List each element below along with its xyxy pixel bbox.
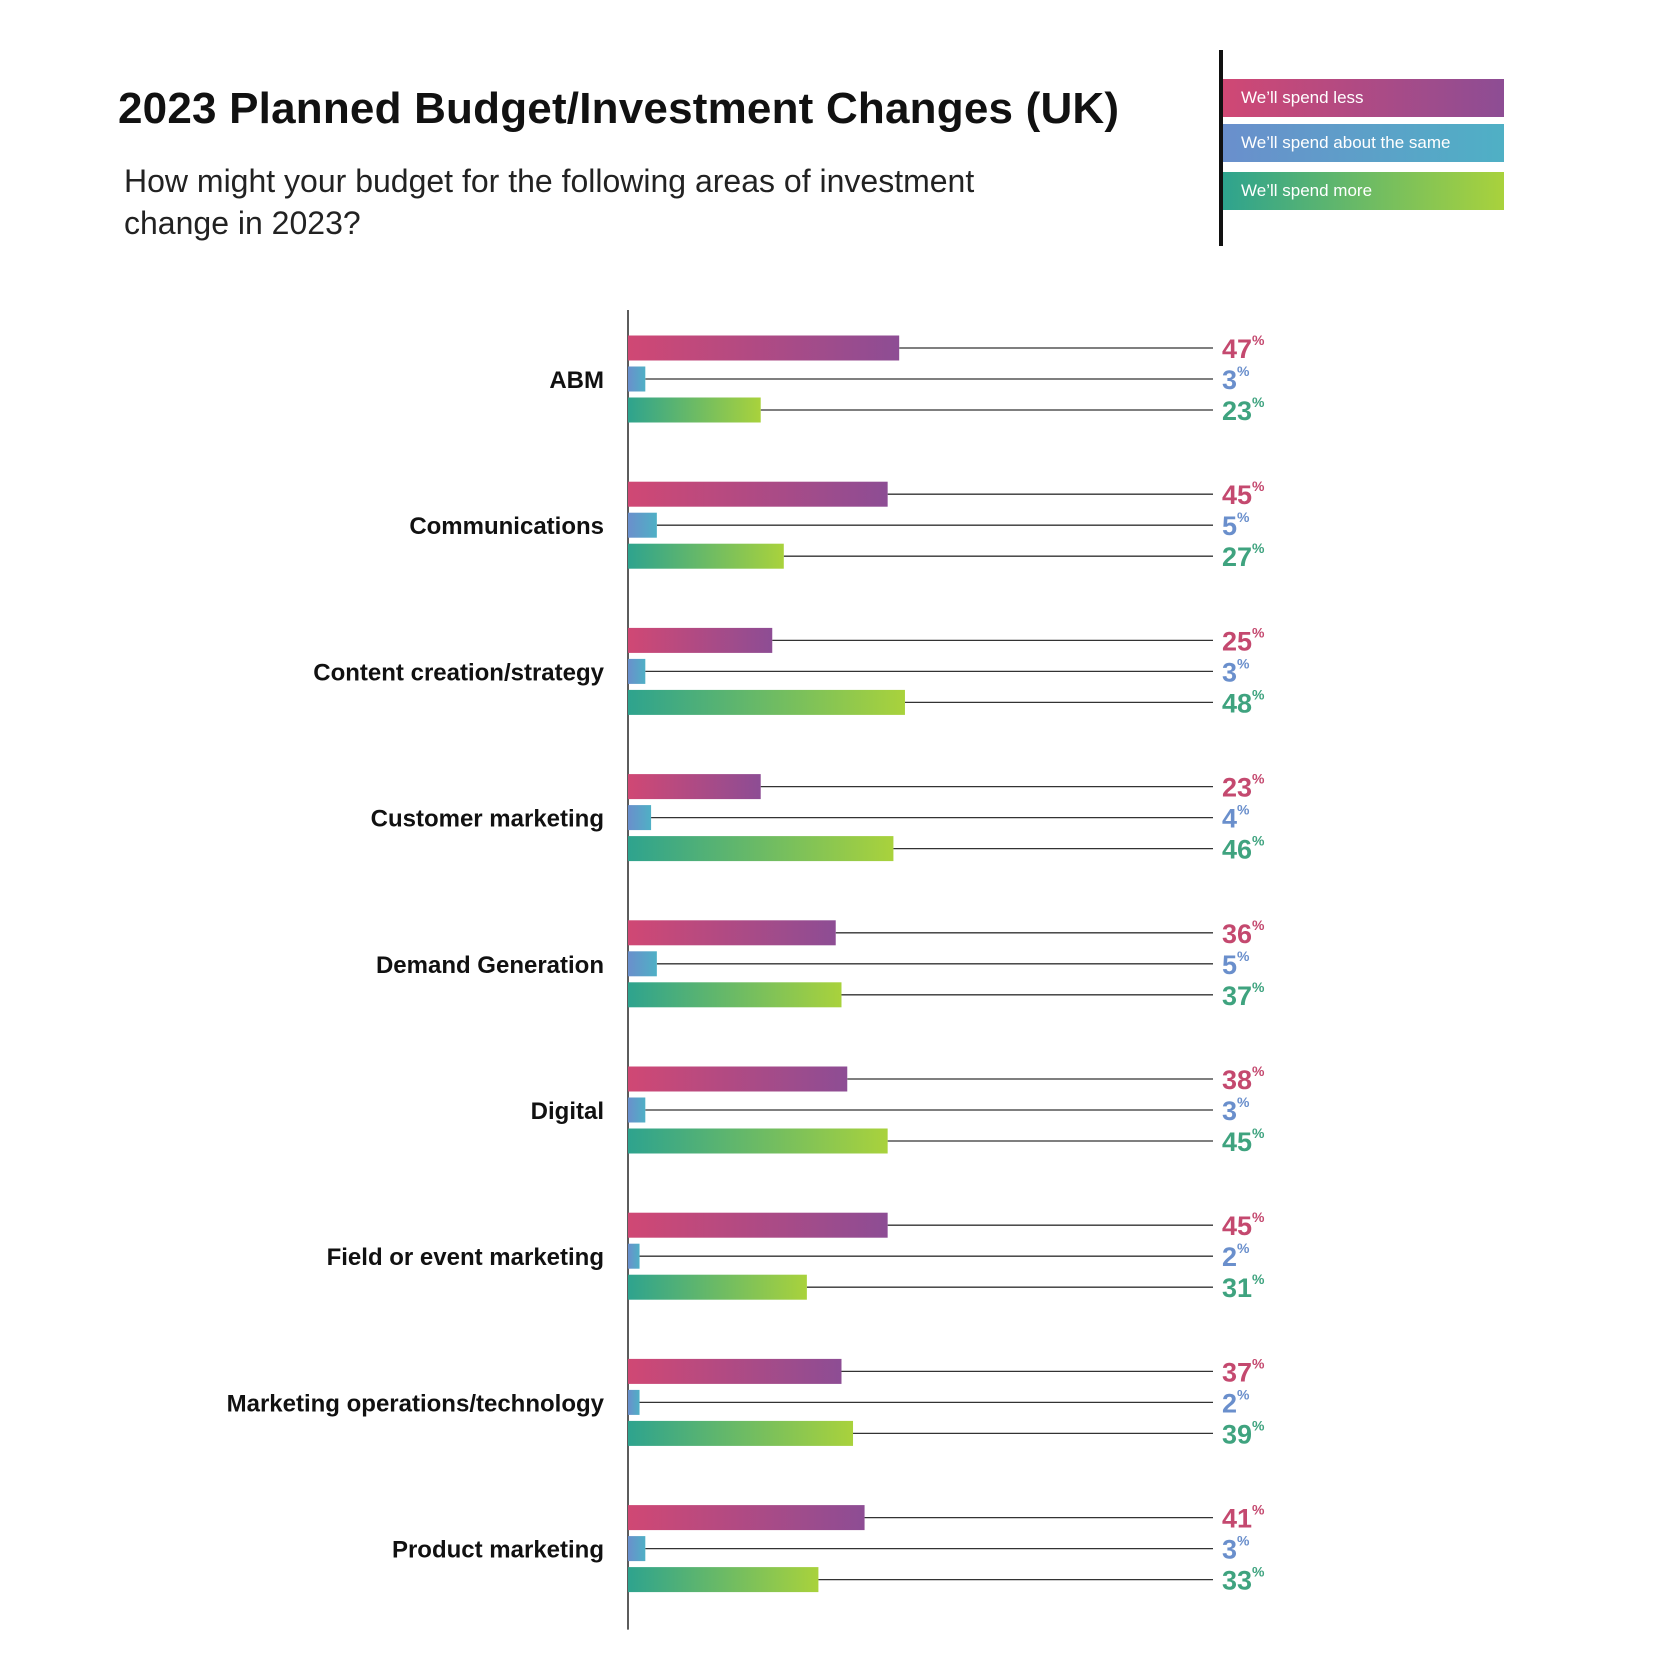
bar-same xyxy=(628,805,652,831)
bar-more xyxy=(628,1274,807,1300)
bar-same xyxy=(628,658,646,684)
legend-divider xyxy=(1219,50,1223,246)
data-label: 37% xyxy=(1222,979,1265,1011)
data-label: 3% xyxy=(1222,363,1250,395)
data-label: 39% xyxy=(1222,1417,1265,1449)
data-label: 2% xyxy=(1222,1240,1250,1272)
category-label: Field or event marketing xyxy=(327,1244,604,1271)
category-group: Field or event marketing 45%2%31% xyxy=(327,1209,1265,1303)
bar-less xyxy=(628,1212,888,1238)
data-label: 5% xyxy=(1222,948,1250,980)
data-label: 23% xyxy=(1222,394,1265,426)
category-label: Digital xyxy=(531,1098,604,1125)
data-label: 41% xyxy=(1222,1502,1265,1534)
bar-more xyxy=(628,836,894,862)
data-label: 23% xyxy=(1222,771,1265,803)
bar-less xyxy=(628,920,836,946)
category-label: Content creation/strategy xyxy=(313,659,604,686)
data-label: 25% xyxy=(1222,624,1265,656)
data-label: 48% xyxy=(1222,686,1265,718)
data-label: 45% xyxy=(1222,1125,1265,1157)
category-label: Demand Generation xyxy=(376,952,604,979)
category-group: Communications 45%5%27% xyxy=(409,478,1265,572)
legend-item-spend-less: We’ll spend less xyxy=(1223,79,1504,117)
chart-groups: ABM47%3%23%Communications45%5%27%Content… xyxy=(227,332,1265,1596)
category-label: Communications xyxy=(409,513,604,540)
bar-more xyxy=(628,1420,854,1446)
bar-same xyxy=(628,1389,640,1415)
chart-title: 2023 Planned Budget/Investment Changes (… xyxy=(118,84,1120,133)
data-label: 3% xyxy=(1222,1533,1250,1565)
bar-less xyxy=(628,1358,842,1384)
data-label: 2% xyxy=(1222,1386,1250,1418)
bar-more xyxy=(628,543,784,569)
bar-more xyxy=(628,397,761,423)
data-label: 45% xyxy=(1222,1209,1265,1241)
bar-same xyxy=(628,512,657,538)
category-group: Digital 38%3%45% xyxy=(531,1063,1265,1157)
bar-same xyxy=(628,366,646,392)
bar-less xyxy=(628,335,900,361)
bar-less xyxy=(628,1066,848,1092)
data-label: 4% xyxy=(1222,802,1250,834)
bar-more xyxy=(628,1128,888,1154)
data-label: 46% xyxy=(1222,833,1265,865)
data-label: 31% xyxy=(1222,1271,1265,1303)
bar-more xyxy=(628,689,905,715)
bar-same xyxy=(628,951,657,977)
category-group: Marketing operations/technology 37%2%39% xyxy=(227,1355,1265,1449)
bar-more xyxy=(628,982,842,1008)
chart-subtitle: How might your budget for the following … xyxy=(124,163,975,241)
category-group: ABM 47%3%23% xyxy=(549,332,1265,426)
category-group: Customer marketing 23%4%46% xyxy=(371,771,1265,865)
data-label: 37% xyxy=(1222,1355,1265,1387)
bar-less xyxy=(628,627,773,653)
bar-same xyxy=(628,1243,640,1269)
bar-same xyxy=(628,1536,646,1562)
category-label: Customer marketing xyxy=(371,806,604,833)
bar-less xyxy=(628,774,761,800)
category-group: Content creation/strategy 25%3%48% xyxy=(313,624,1265,718)
bar-less xyxy=(628,1505,865,1531)
bar-less xyxy=(628,481,888,507)
data-label: 3% xyxy=(1222,655,1250,687)
data-label: 45% xyxy=(1222,478,1265,510)
data-label: 27% xyxy=(1222,540,1265,572)
data-label: 33% xyxy=(1222,1564,1265,1596)
data-label: 5% xyxy=(1222,509,1250,541)
bar-same xyxy=(628,1097,646,1123)
category-label: ABM xyxy=(549,367,604,394)
data-label: 38% xyxy=(1222,1063,1265,1095)
category-label: Product marketing xyxy=(392,1537,604,1564)
data-label: 36% xyxy=(1222,917,1265,949)
data-label: 3% xyxy=(1222,1094,1250,1126)
data-label: 47% xyxy=(1222,332,1265,364)
category-group: Product marketing 41%3%33% xyxy=(392,1502,1265,1596)
category-label: Marketing operations/technology xyxy=(227,1390,605,1417)
category-group: Demand Generation 36%5%37% xyxy=(376,917,1265,1011)
legend-item-spend-same: We’ll spend about the same xyxy=(1223,124,1504,162)
bar-more xyxy=(628,1567,819,1593)
legend-item-spend-more: We’ll spend more xyxy=(1223,172,1504,210)
